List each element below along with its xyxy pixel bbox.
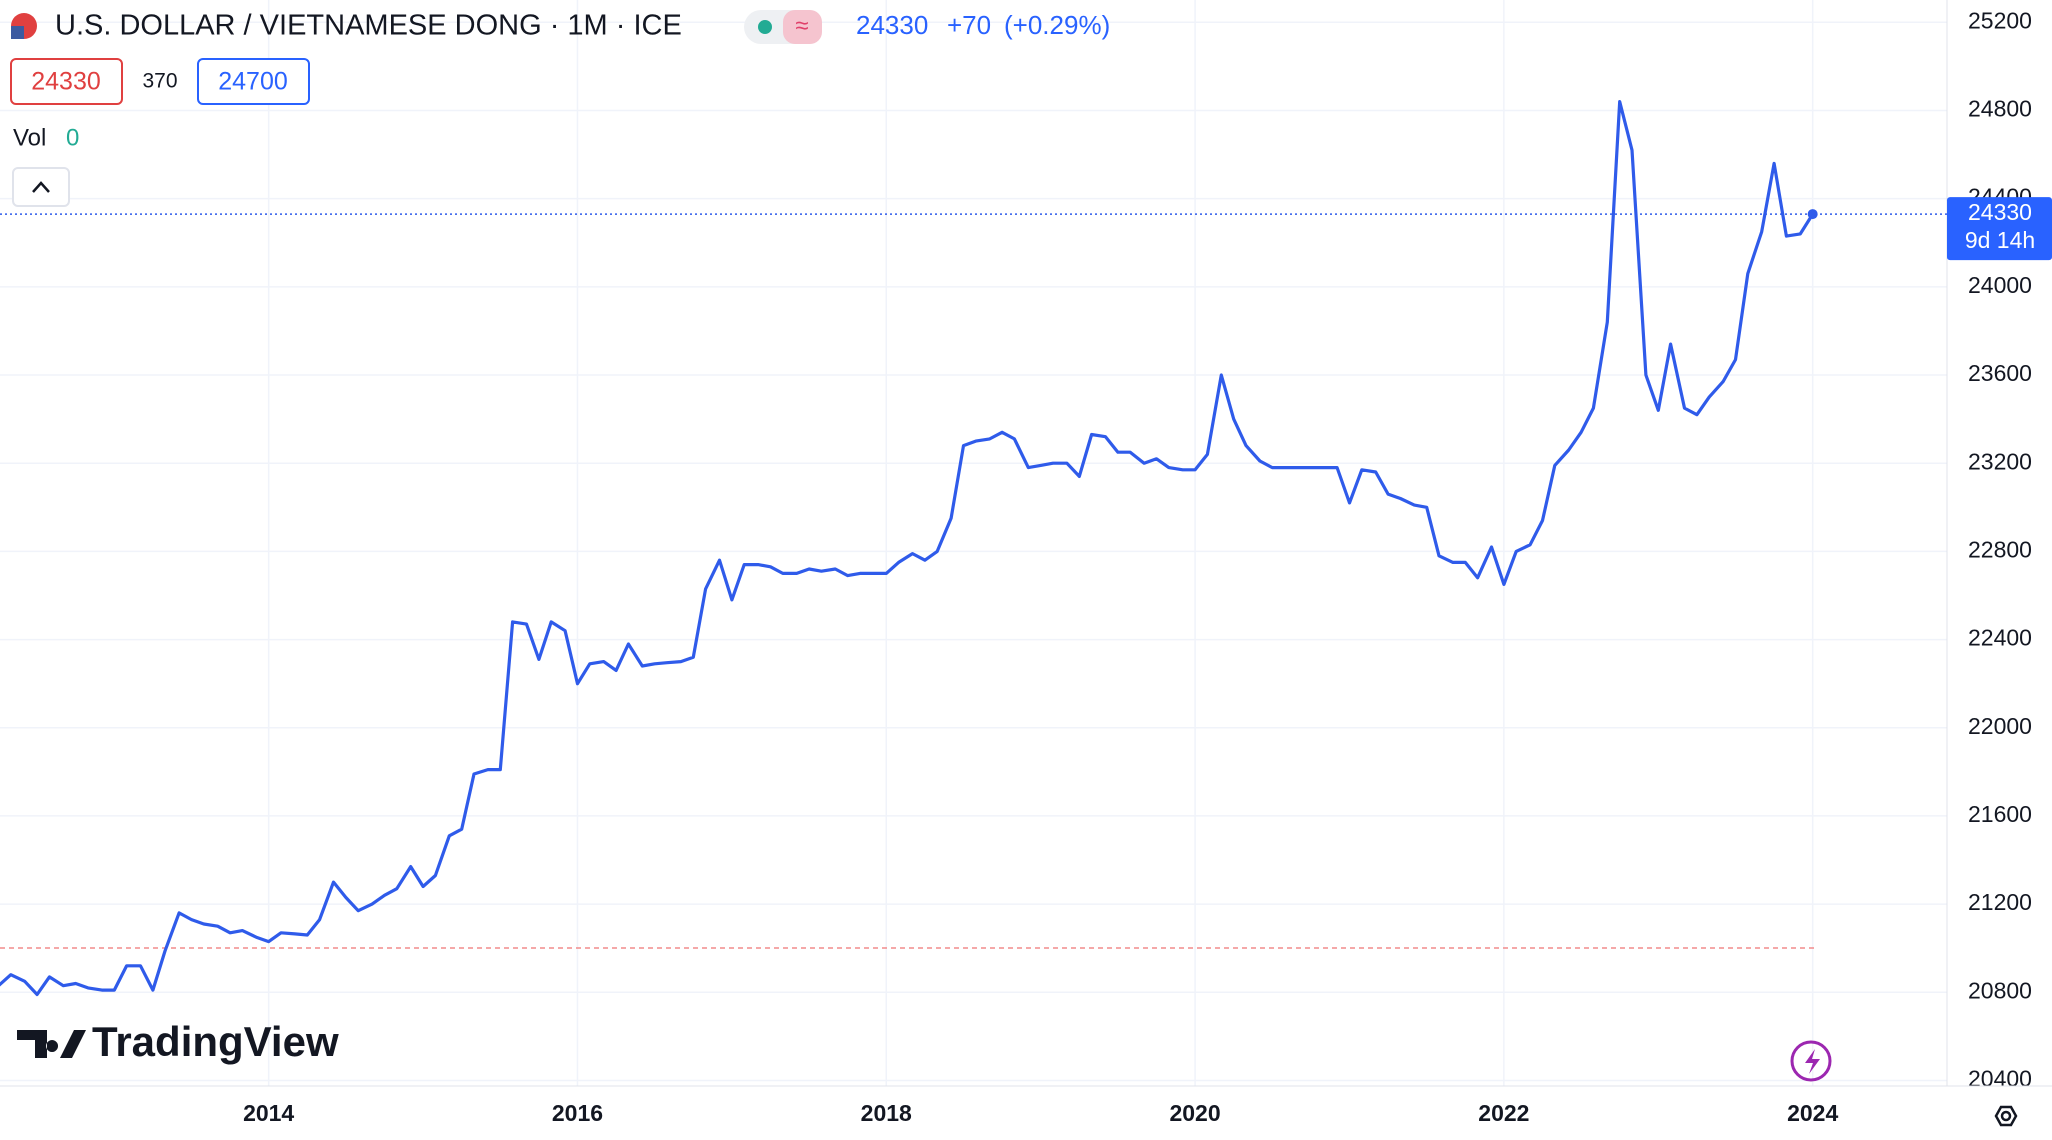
y-tick-label: 21200 bbox=[1968, 889, 2032, 915]
y-tick-label: 22000 bbox=[1968, 713, 2032, 739]
x-tick-label: 2014 bbox=[243, 1100, 294, 1126]
y-tick-label: 25200 bbox=[1968, 7, 2032, 33]
x-tick-label: 2024 bbox=[1787, 1100, 1838, 1126]
y-tick-label: 20400 bbox=[1968, 1066, 2032, 1092]
change-percent: (+0.29%) bbox=[1004, 10, 1110, 40]
x-tick-label: 2020 bbox=[1169, 1100, 1220, 1126]
plot bbox=[0, 100, 1947, 997]
y-tick-label: 22800 bbox=[1968, 536, 2032, 562]
volume-value: 0 bbox=[66, 124, 79, 151]
brand-logo bbox=[17, 1030, 86, 1058]
symbol-title[interactable]: U.S. DOLLAR / VIETNAMESE DONG · 1M · ICE bbox=[55, 10, 682, 42]
price-label: 24330 bbox=[1968, 199, 2032, 225]
x-tick-label: 2016 bbox=[552, 1100, 603, 1126]
collapse-button[interactable] bbox=[12, 167, 70, 207]
change: +70 bbox=[947, 10, 991, 40]
lightning-button[interactable] bbox=[1790, 1040, 1832, 1082]
delayed-icon: ≈ bbox=[795, 12, 808, 39]
volume-label: Vol bbox=[13, 124, 46, 151]
buy-button[interactable] bbox=[197, 58, 310, 105]
y-tick-label: 23600 bbox=[1968, 360, 2032, 386]
settings-icon bbox=[2000, 1110, 2012, 1122]
last-price: 24330 bbox=[856, 10, 928, 40]
price-line bbox=[0, 100, 1815, 997]
y-tick-label: 23200 bbox=[1968, 448, 2032, 474]
bid-price: 24330 bbox=[31, 68, 101, 96]
y-tick-label: 24000 bbox=[1968, 272, 2032, 298]
brand-name: TradingView bbox=[92, 1018, 339, 1065]
sell-button[interactable] bbox=[10, 58, 123, 105]
market-open-dot bbox=[758, 20, 772, 34]
grid: 20400 20800 21200 21600 22000 22400 22800 23200… bbox=[0, 0, 2032, 1126]
last-point bbox=[1807, 209, 1818, 220]
collapse-icon bbox=[32, 181, 50, 193]
settings-button[interactable] bbox=[1994, 1105, 2018, 1127]
y-tick-label: 20800 bbox=[1968, 977, 2032, 1003]
x-tick-label: 2018 bbox=[861, 1100, 912, 1126]
spread: 370 bbox=[142, 70, 177, 93]
price-label-box bbox=[1947, 197, 2052, 261]
countdown-label: 9d 14h bbox=[1965, 227, 2035, 253]
y-tick-label: 24800 bbox=[1968, 96, 2032, 122]
symbol-flag bbox=[11, 26, 24, 39]
status-pill bbox=[783, 10, 822, 44]
x-tick-label: 2022 bbox=[1478, 1100, 1529, 1126]
y-tick-label: 22400 bbox=[1968, 625, 2032, 651]
y-tick-label: 21600 bbox=[1968, 801, 2032, 827]
ask-price: 24700 bbox=[218, 68, 288, 96]
lightning-icon bbox=[1805, 1049, 1820, 1074]
